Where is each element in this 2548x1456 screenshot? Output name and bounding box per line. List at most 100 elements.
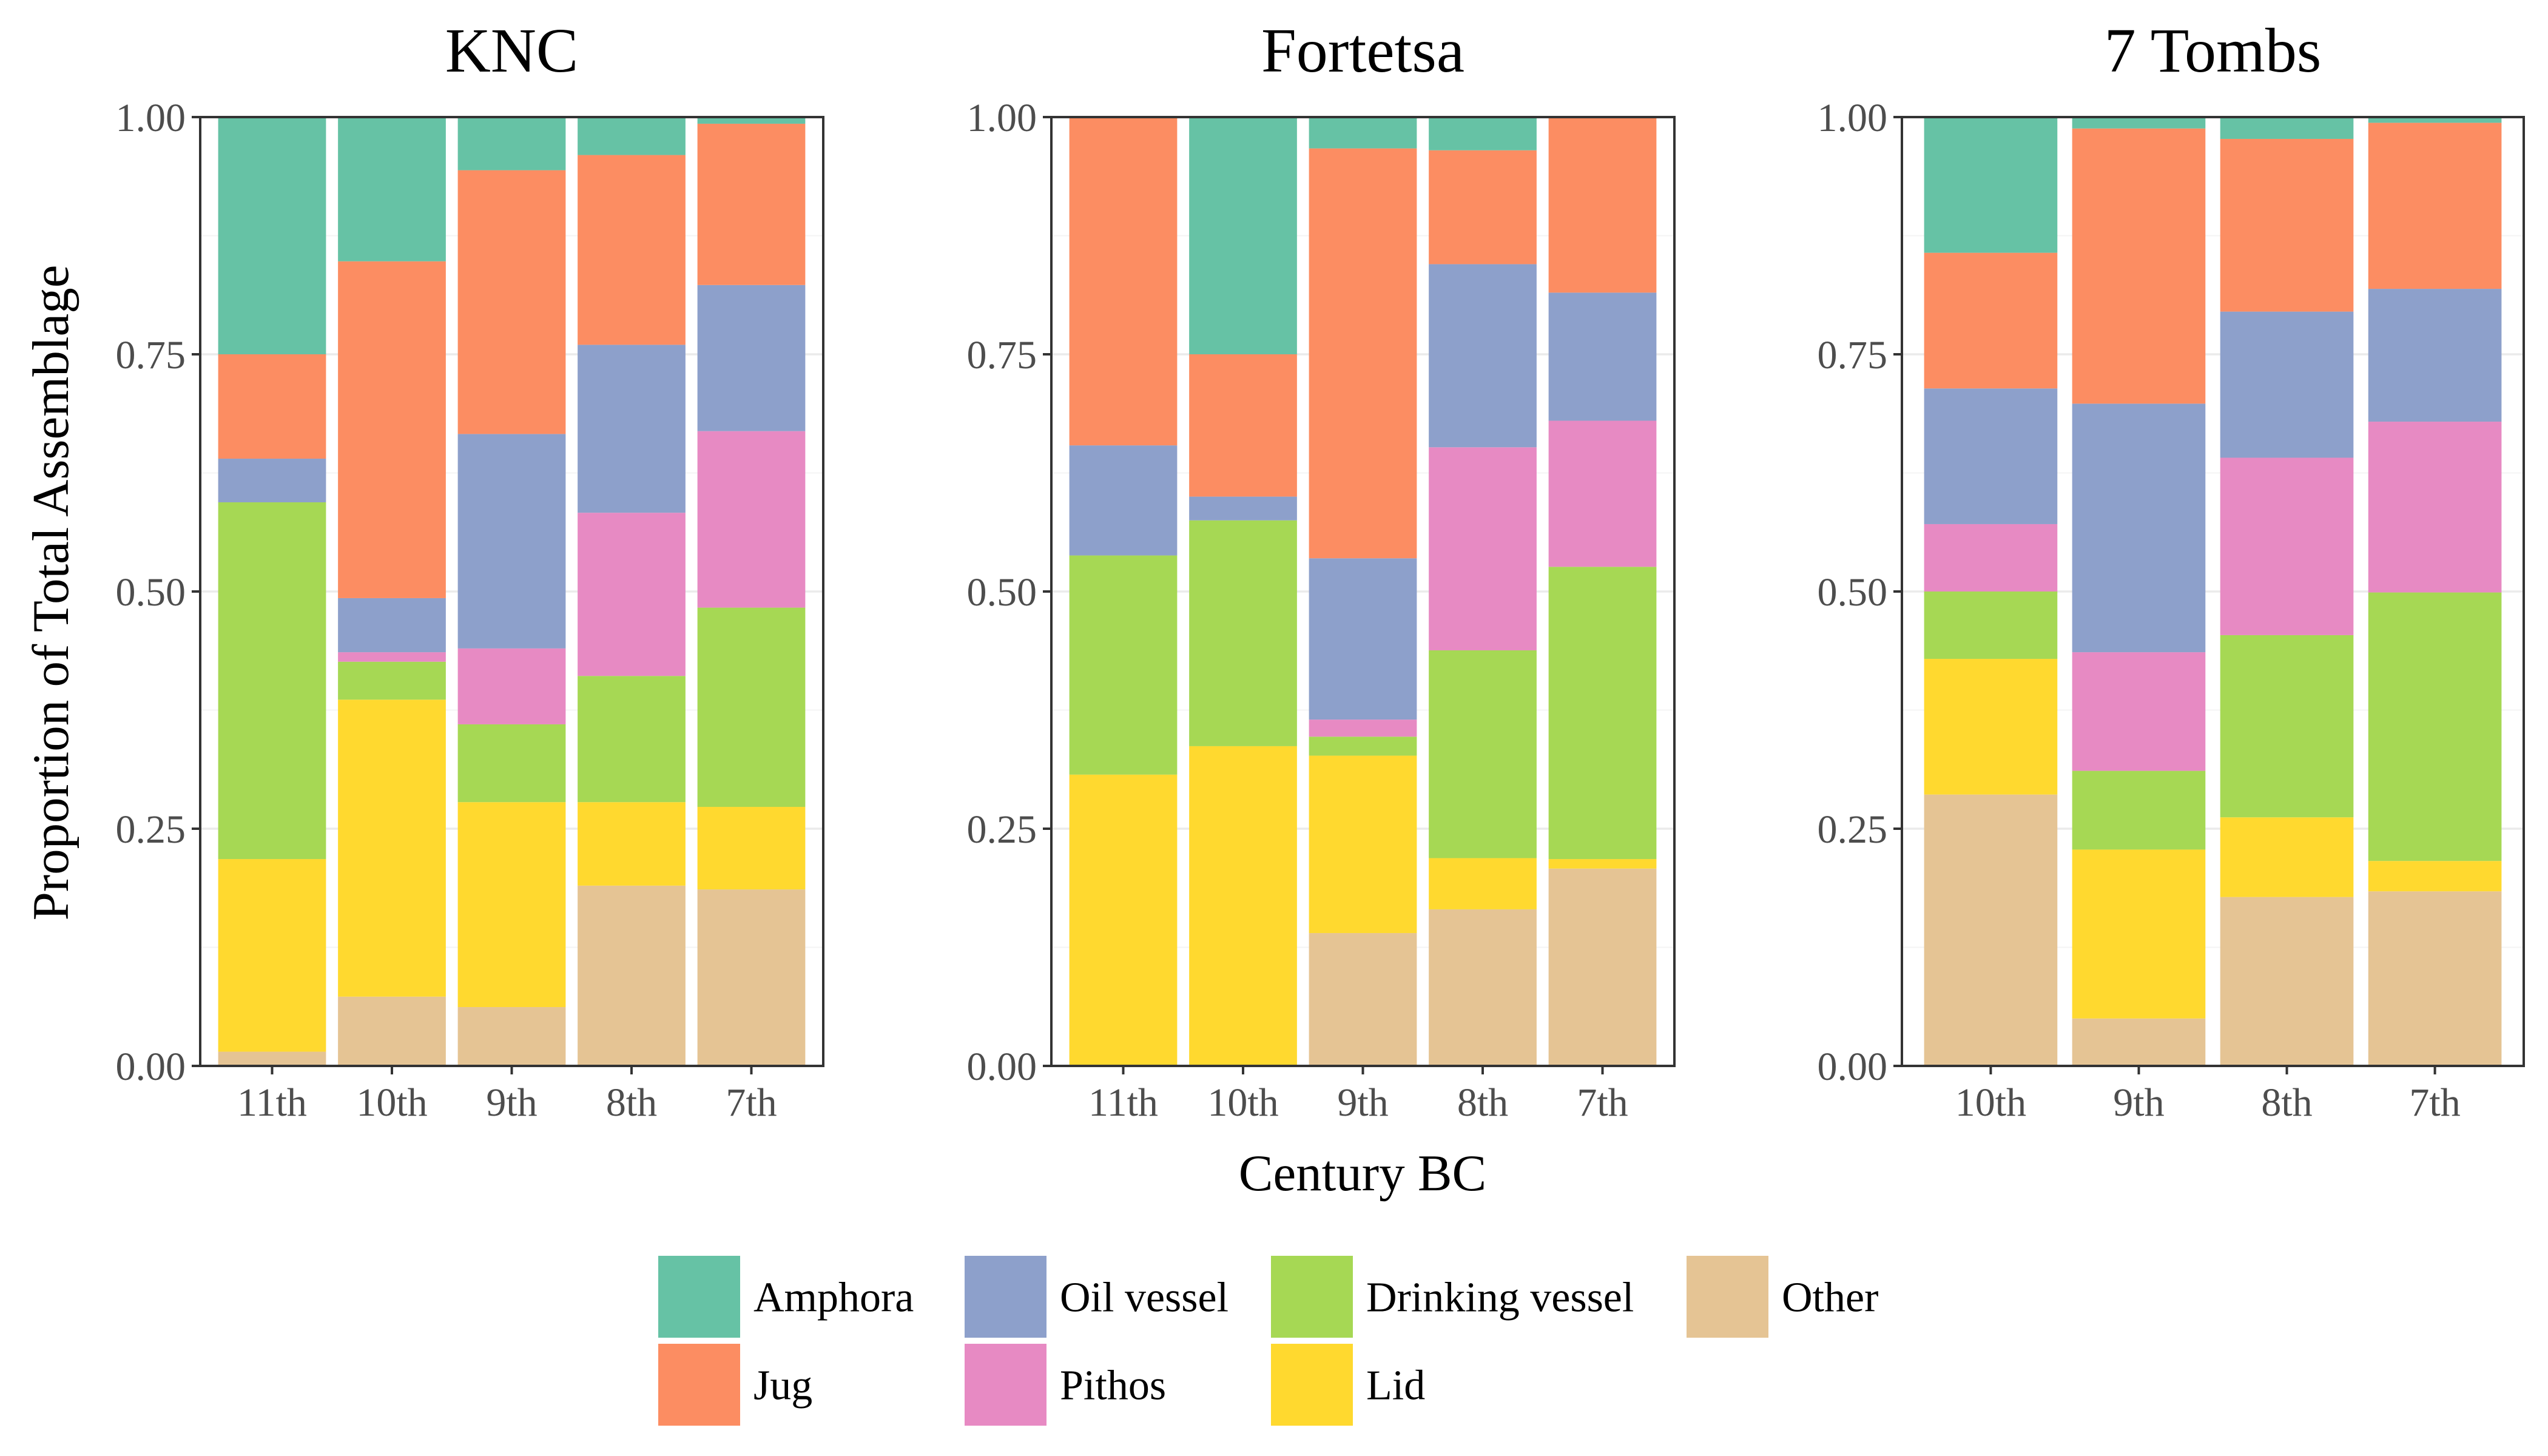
segment-amphora bbox=[1189, 117, 1297, 354]
x-tick-label: 11th bbox=[237, 1080, 307, 1125]
segment-pithos bbox=[2220, 457, 2354, 635]
segment-amphora bbox=[1924, 117, 2058, 253]
segment-jug bbox=[1548, 117, 1657, 293]
segment-pithos bbox=[1309, 720, 1417, 737]
legend-label: Pithos bbox=[1060, 1363, 1166, 1409]
segment-oil-vessel bbox=[578, 345, 686, 513]
segment-pithos bbox=[1548, 420, 1657, 567]
panel-border bbox=[199, 116, 824, 1067]
segment-lid bbox=[1189, 746, 1297, 1066]
segment-oil-vessel bbox=[1189, 496, 1297, 521]
legend-item-oil-vessel: Oil vessel bbox=[965, 1256, 1228, 1338]
bar-7-tombs-8th bbox=[2220, 117, 2354, 1066]
segment-lid bbox=[1429, 858, 1537, 909]
bar-7-tombs-9th bbox=[2072, 117, 2206, 1066]
legend-swatch bbox=[1687, 1256, 1768, 1338]
segment-amphora bbox=[2368, 117, 2502, 123]
segment-amphora bbox=[1309, 117, 1417, 149]
segment-other bbox=[578, 885, 686, 1066]
legend-item-pithos: Pithos bbox=[965, 1344, 1166, 1426]
bar-fortetsa-10th bbox=[1189, 117, 1297, 1066]
segment-jug bbox=[2368, 123, 2502, 289]
segment-other bbox=[1429, 909, 1537, 1066]
segment-drinking-vessel bbox=[1924, 592, 2058, 659]
panel-border bbox=[1050, 116, 1676, 1067]
panel-knc: 0.00 0.25 0.50 0.75 1.00 11th 10th 9th 8th 7th KNC bbox=[116, 16, 824, 1125]
segment-lid bbox=[2368, 861, 2502, 892]
segment-drinking-vessel bbox=[1069, 555, 1178, 775]
segment-oil-vessel bbox=[2072, 403, 2206, 653]
segment-jug bbox=[1924, 252, 2058, 389]
segment-lid bbox=[2072, 849, 2206, 1019]
segment-other bbox=[457, 1007, 566, 1066]
legend-label: Oil vessel bbox=[1060, 1275, 1228, 1321]
segment-drinking-vessel bbox=[1189, 520, 1297, 746]
x-tick-label: 9th bbox=[486, 1080, 537, 1125]
segment-pithos bbox=[1924, 524, 2058, 592]
segment-drinking-vessel bbox=[2368, 592, 2502, 861]
segment-other bbox=[1924, 794, 2058, 1066]
y-tick-label: 1.00 bbox=[116, 96, 186, 140]
x-tick-label: 8th bbox=[606, 1080, 657, 1125]
segment-drinking-vessel bbox=[2220, 635, 2354, 818]
legend-swatch bbox=[1271, 1344, 1353, 1426]
segment-lid bbox=[2220, 817, 2354, 897]
segment-oil-vessel bbox=[338, 598, 446, 653]
segment-amphora bbox=[2072, 117, 2206, 129]
segment-other bbox=[1548, 868, 1657, 1066]
segment-oil-vessel bbox=[1924, 388, 2058, 524]
y-tick-label: 0.50 bbox=[116, 570, 186, 615]
segment-other bbox=[338, 996, 446, 1066]
legend-label: Jug bbox=[753, 1363, 812, 1409]
segment-jug bbox=[1189, 354, 1297, 497]
legend-swatch bbox=[965, 1344, 1046, 1426]
panels-layer: 0.00 0.25 0.50 0.75 1.00 11th 10th 9th 8th 7th KNC… bbox=[116, 16, 2525, 1125]
legend-item-lid: Lid bbox=[1271, 1344, 1425, 1426]
y-tick-label: 1.00 bbox=[1818, 96, 1888, 140]
bar-fortetsa-8th bbox=[1429, 117, 1537, 1066]
legend-item-jug: Jug bbox=[658, 1344, 812, 1426]
segment-other bbox=[1309, 933, 1417, 1066]
x-tick-label: 9th bbox=[2113, 1080, 2164, 1125]
y-tick-label: 0.50 bbox=[967, 570, 1037, 615]
x-tick-label: 7th bbox=[726, 1080, 777, 1125]
segment-drinking-vessel bbox=[338, 661, 446, 700]
panel-title: KNC bbox=[445, 16, 579, 86]
panel-7-tombs: 0.00 0.25 0.50 0.75 1.00 10th 9th 8th 7th 7 Tombs bbox=[1818, 16, 2525, 1125]
segment-lid bbox=[1309, 755, 1417, 934]
legend-label: Lid bbox=[1366, 1363, 1425, 1409]
segment-lid bbox=[1924, 659, 2058, 795]
y-tick-label: 0.25 bbox=[1818, 807, 1888, 852]
bar-knc-10th bbox=[338, 117, 446, 1066]
y-tick-label: 0.75 bbox=[116, 333, 186, 377]
segment-jug bbox=[1309, 148, 1417, 559]
segment-jug bbox=[218, 354, 326, 459]
segment-jug bbox=[578, 155, 686, 345]
segment-amphora bbox=[697, 117, 806, 124]
segment-jug bbox=[697, 123, 806, 285]
segment-jug bbox=[2072, 128, 2206, 404]
segment-other bbox=[2368, 891, 2502, 1066]
segment-pithos bbox=[338, 652, 446, 662]
segment-drinking-vessel bbox=[1548, 567, 1657, 860]
legend-item-drinking-vessel: Drinking vessel bbox=[1271, 1256, 1634, 1338]
segment-oil-vessel bbox=[218, 459, 326, 502]
segment-jug bbox=[338, 261, 446, 598]
panel-border bbox=[1901, 116, 2525, 1067]
segment-oil-vessel bbox=[1548, 292, 1657, 421]
segment-oil-vessel bbox=[1309, 558, 1417, 720]
segment-amphora bbox=[457, 117, 566, 170]
legend-swatch bbox=[658, 1256, 740, 1338]
segment-pithos bbox=[578, 513, 686, 676]
x-tick-label: 7th bbox=[1577, 1080, 1628, 1125]
bar-knc-7th bbox=[697, 117, 806, 1066]
segment-drinking-vessel bbox=[578, 676, 686, 803]
legend-label: Other bbox=[1782, 1275, 1878, 1321]
y-tick-label: 1.00 bbox=[967, 96, 1037, 140]
y-tick-label: 0.25 bbox=[116, 807, 186, 852]
y-tick-label: 0.75 bbox=[1818, 333, 1888, 377]
segment-jug bbox=[1429, 150, 1537, 265]
legend-item-amphora: Amphora bbox=[658, 1256, 914, 1338]
bar-fortetsa-9th bbox=[1309, 117, 1417, 1066]
segment-drinking-vessel bbox=[457, 724, 566, 803]
